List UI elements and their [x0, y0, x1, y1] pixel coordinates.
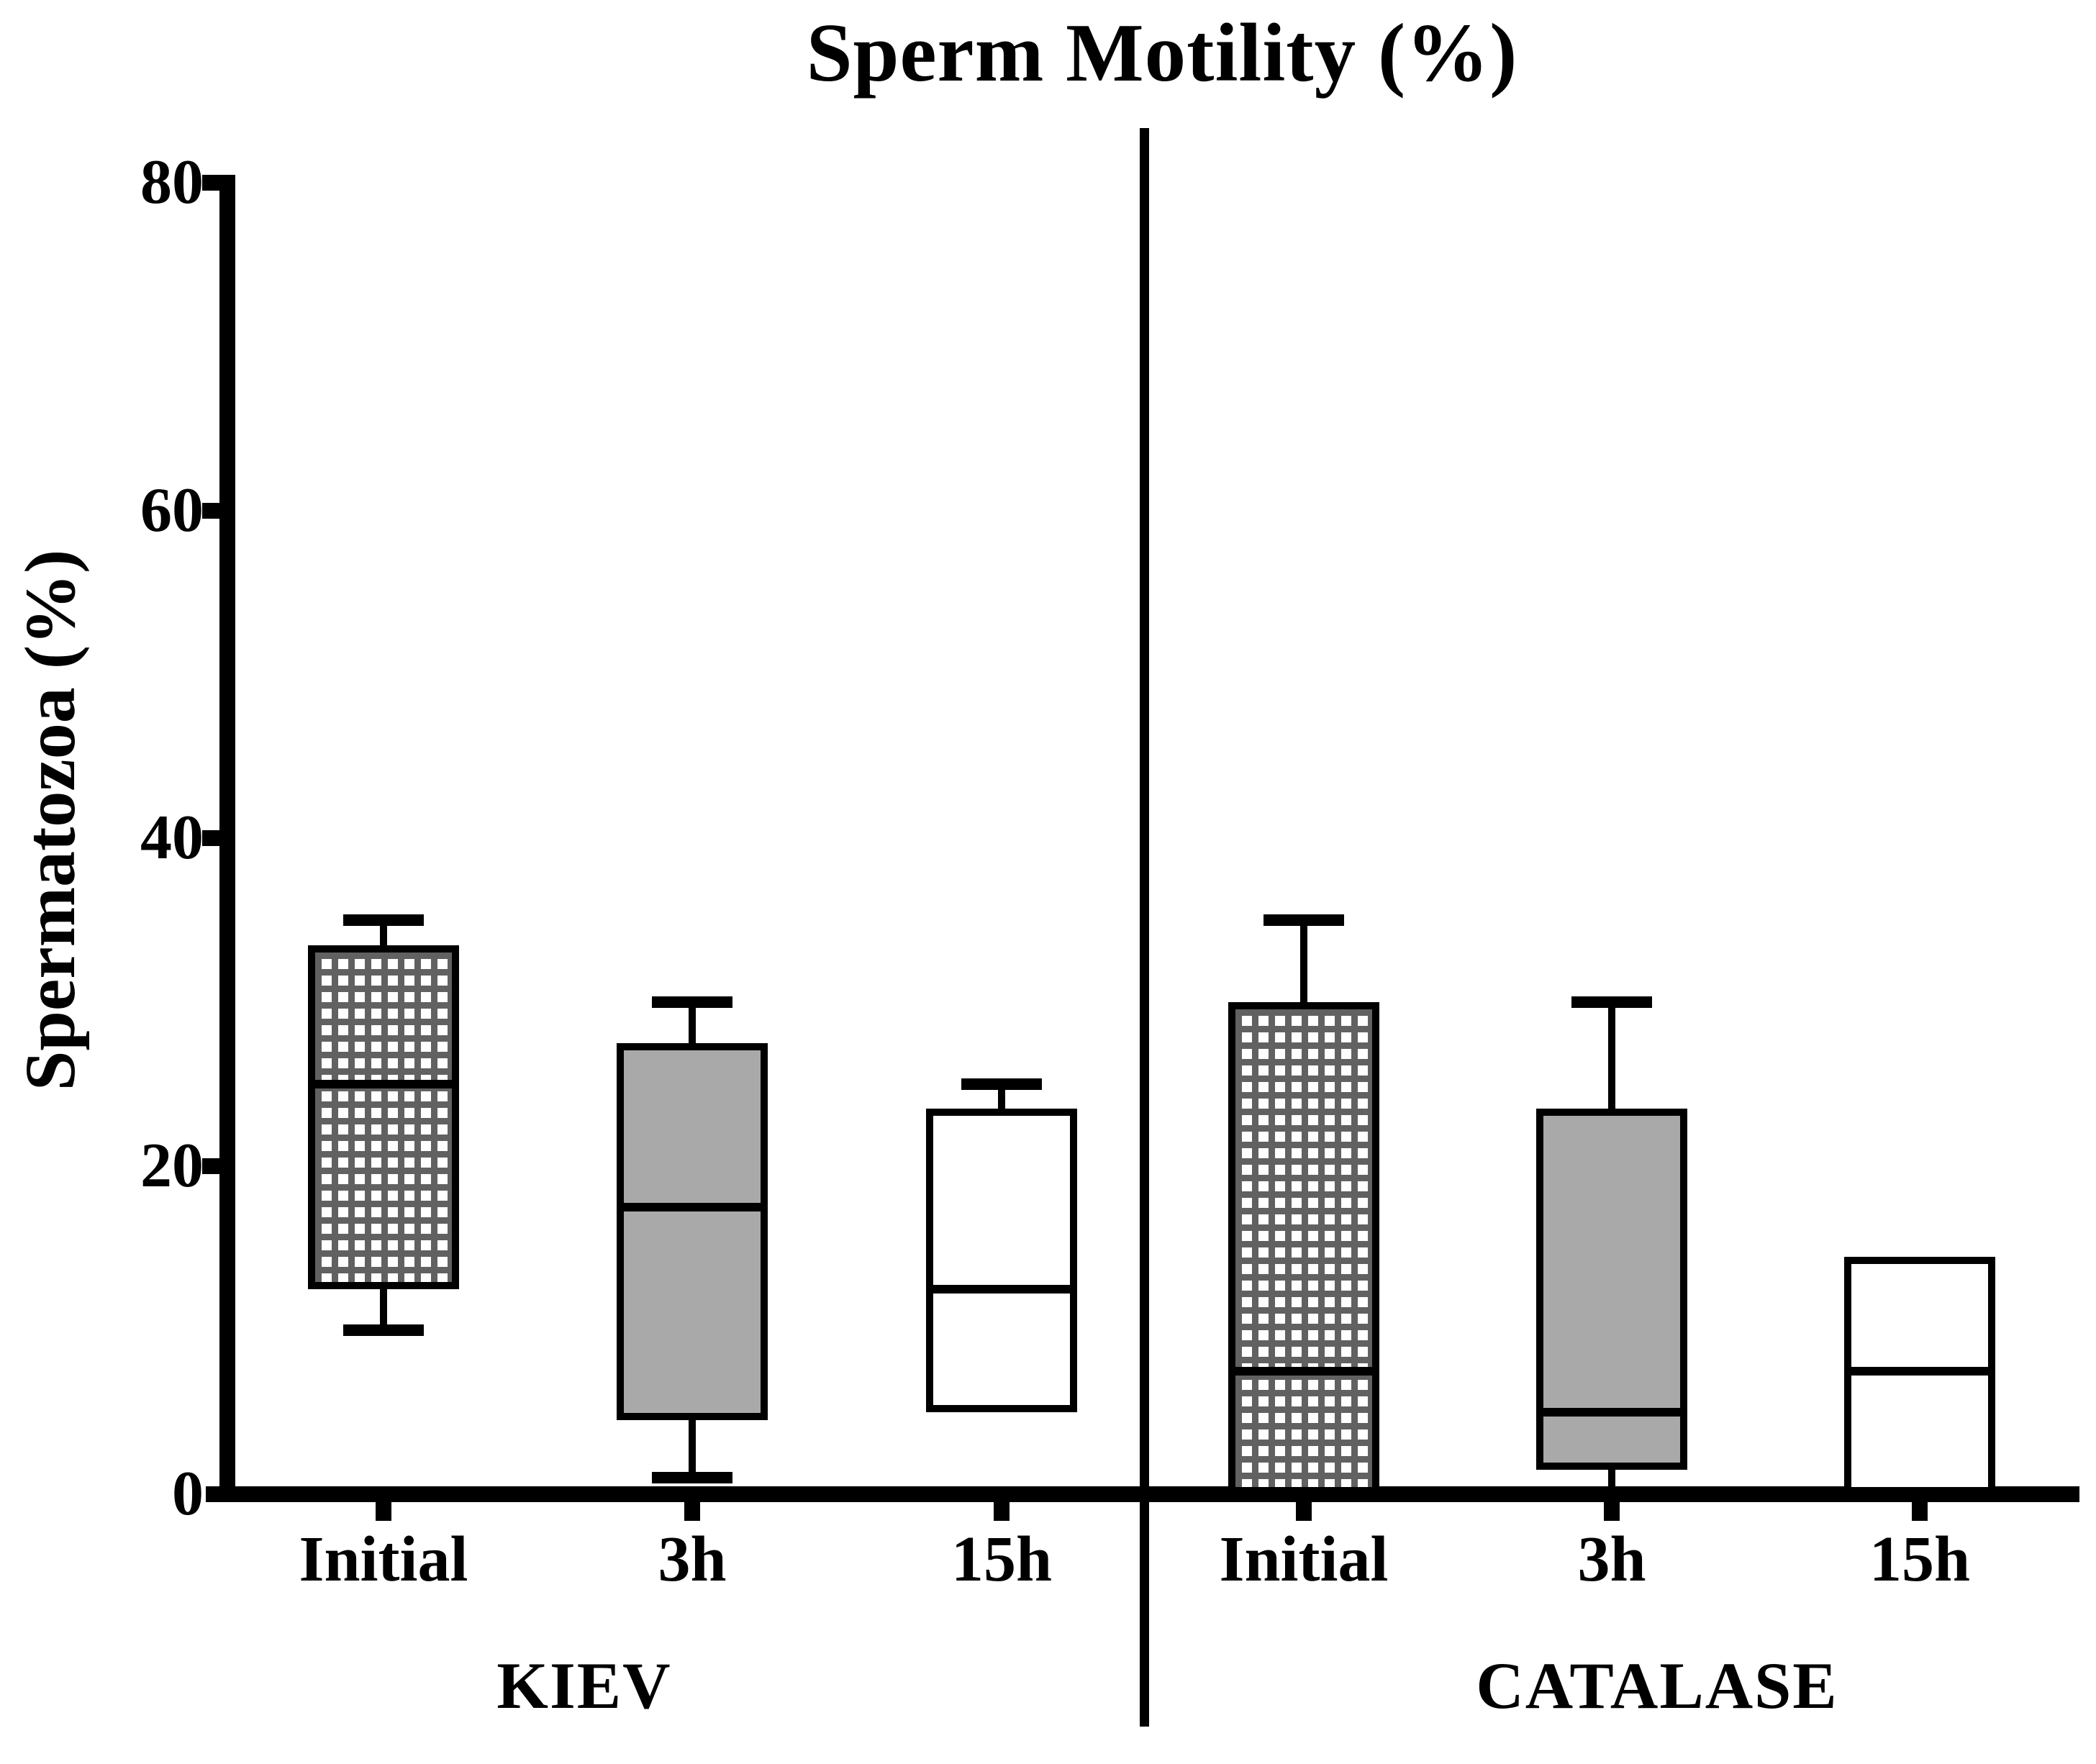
whisker-low-cap-kiev-initial	[343, 1324, 424, 1336]
x-tick-kiev-15h	[994, 1502, 1010, 1521]
box-catalase-15h	[1844, 1257, 1995, 1494]
x-tick-catalase-initial	[1296, 1502, 1312, 1521]
whisker-low-line-kiev-initial	[380, 1285, 387, 1330]
y-tick-label-40: 40	[140, 803, 204, 873]
y-tick-label-0: 0	[172, 1459, 204, 1529]
x-category-label-kiev-3h: 3h	[658, 1524, 727, 1595]
y-tick-60	[202, 503, 221, 519]
x-tick-catalase-15h	[1912, 1502, 1928, 1521]
x-tick-catalase-3h	[1604, 1502, 1620, 1521]
median-catalase-3h	[1542, 1408, 1682, 1417]
whisker-high-cap-kiev-15h	[961, 1078, 1042, 1090]
y-tick-20	[202, 1158, 221, 1174]
whisker-high-line-catalase-initial	[1300, 920, 1307, 1006]
y-tick-80	[202, 175, 221, 191]
median-kiev-3h	[622, 1203, 762, 1211]
y-tick-label-20: 20	[140, 1131, 204, 1201]
whisker-low-line-catalase-3h	[1608, 1465, 1615, 1494]
x-tick-kiev-initial	[376, 1502, 391, 1521]
whisker-high-cap-catalase-3h	[1571, 996, 1652, 1008]
median-catalase-initial	[1234, 1367, 1374, 1376]
whisker-high-cap-kiev-3h	[652, 996, 732, 1008]
x-category-label-catalase-15h: 15h	[1869, 1524, 1971, 1595]
chart-title: Sperm Motility (%)	[806, 7, 1518, 99]
x-category-label-kiev-initial: Initial	[299, 1524, 468, 1595]
group-label-kiev: KIEV	[496, 1649, 672, 1722]
box-catalase-initial	[1228, 1002, 1379, 1494]
whisker-low-line-kiev-3h	[689, 1416, 696, 1478]
whisker-high-line-kiev-3h	[689, 1002, 696, 1047]
whisker-high-line-catalase-3h	[1608, 1002, 1615, 1113]
box-kiev-15h	[926, 1109, 1077, 1412]
box-kiev-initial	[308, 945, 459, 1289]
whisker-high-cap-kiev-initial	[343, 914, 424, 926]
x-category-label-catalase-3h: 3h	[1577, 1524, 1646, 1595]
whisker-high-line-kiev-initial	[380, 920, 387, 950]
whisker-low-cap-kiev-3h	[652, 1472, 732, 1483]
whisker-high-line-kiev-15h	[998, 1084, 1005, 1113]
group-label-catalase: CATALASE	[1476, 1649, 1838, 1722]
group-divider-line	[1140, 128, 1149, 1727]
y-tick-label-80: 80	[140, 147, 204, 217]
median-kiev-15h	[932, 1285, 1071, 1294]
whisker-high-cap-catalase-initial	[1264, 914, 1344, 926]
x-category-label-kiev-15h: 15h	[951, 1524, 1053, 1595]
median-kiev-initial	[314, 1080, 453, 1088]
x-category-label-catalase-initial: Initial	[1219, 1524, 1389, 1595]
y-axis-line	[219, 175, 235, 1502]
y-tick-40	[202, 830, 221, 846]
x-tick-kiev-3h	[684, 1502, 700, 1521]
box-kiev-3h	[617, 1043, 768, 1420]
y-tick-label-60: 60	[140, 476, 204, 545]
median-catalase-15h	[1850, 1367, 1990, 1376]
